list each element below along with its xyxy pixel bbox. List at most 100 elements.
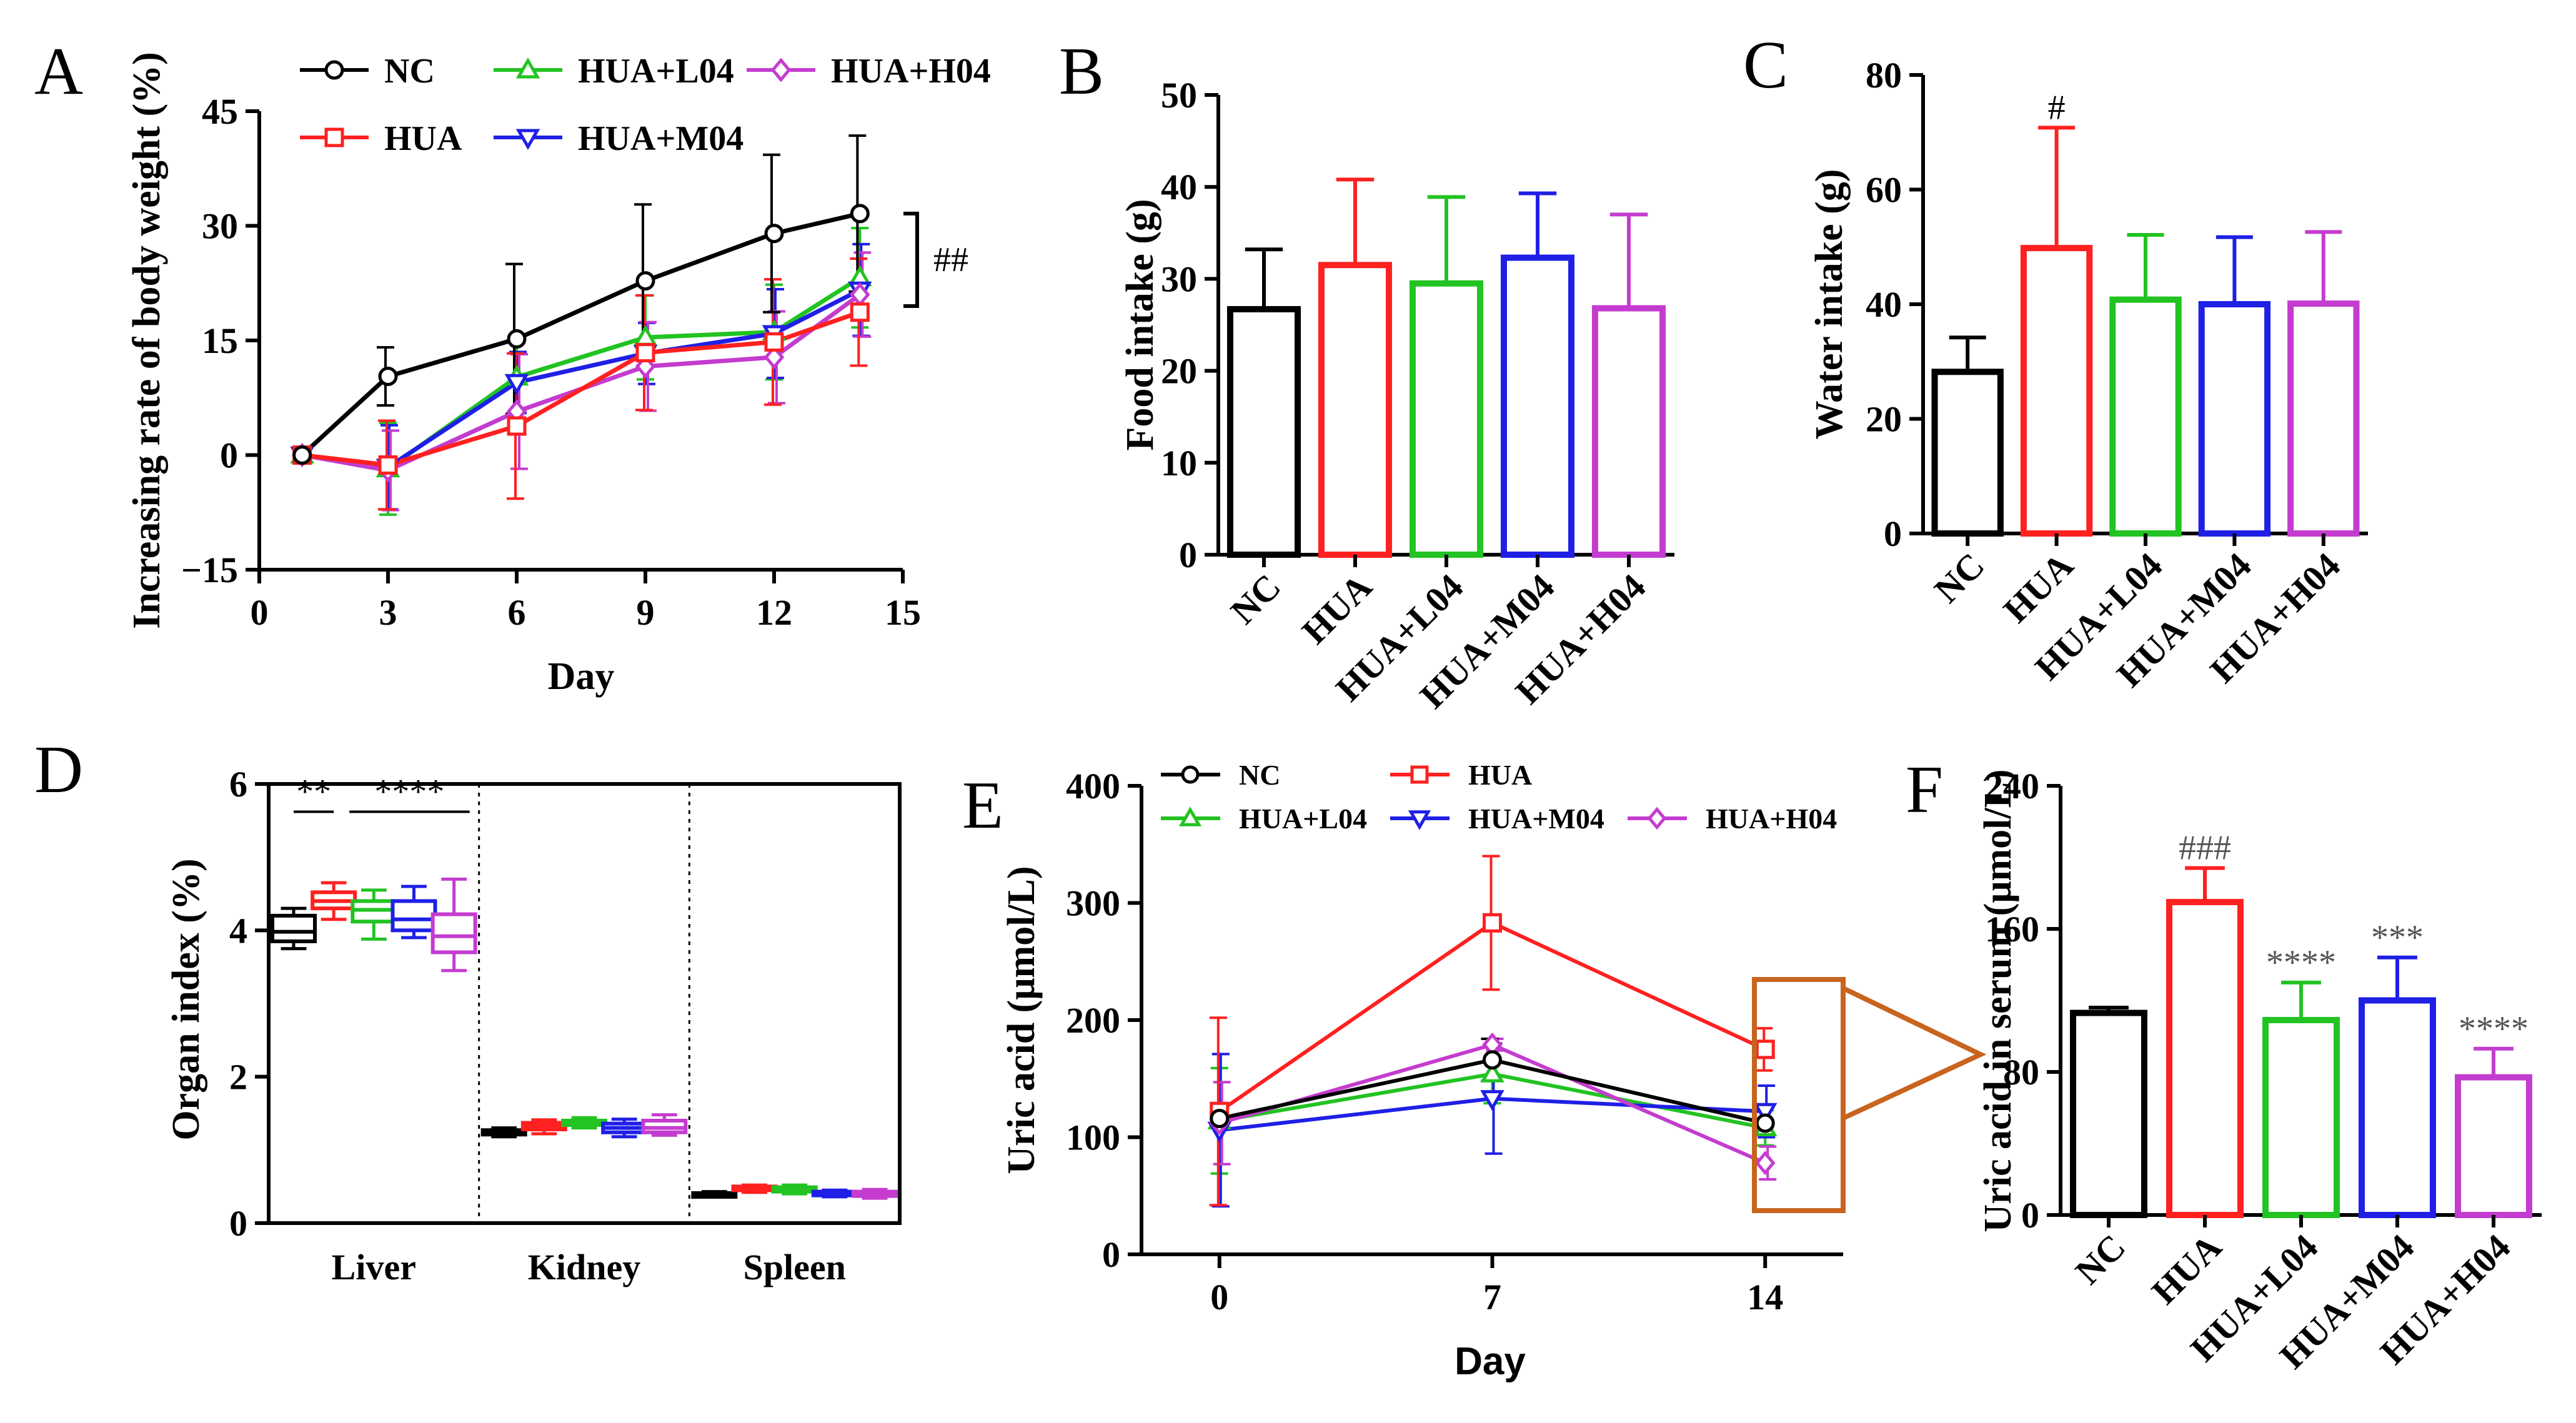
- y-axis-label: Water intake (g): [1808, 169, 1851, 440]
- legend-label: HUA+M04: [1468, 803, 1604, 835]
- callout-arrow: [1842, 986, 1987, 1121]
- bar-HUA+H04: [2287, 300, 2360, 537]
- x-tick-label: 3: [379, 592, 397, 633]
- y-tick-label: −15: [181, 550, 238, 590]
- data-point: [292, 445, 312, 465]
- y-tick-label: 0: [220, 435, 238, 476]
- legend-marker: [515, 57, 540, 79]
- legend-label: HUA+L04: [1239, 803, 1367, 835]
- significance-label: ****: [2266, 943, 2336, 982]
- bar-HUA+H04: [1591, 305, 1666, 558]
- bar-HUA+L04: [2262, 1016, 2340, 1219]
- panel-letter-e: E: [962, 768, 1003, 843]
- box-HUA+H04: [430, 912, 477, 954]
- y-tick-label: 300: [1066, 883, 1120, 924]
- data-point: [764, 332, 784, 352]
- data-point: [1483, 1050, 1502, 1070]
- y-tick-label: 20: [1866, 399, 1902, 440]
- legend-marker: [1647, 806, 1667, 830]
- y-tick-label: 0: [1179, 535, 1197, 575]
- data-point: [764, 224, 784, 244]
- data-point: [507, 329, 527, 349]
- x-category-label: Kidney: [528, 1247, 641, 1287]
- x-axis-label: Day: [1455, 1340, 1526, 1383]
- y-tick-label: 0: [2021, 1195, 2039, 1236]
- panel-letter-d: D: [34, 733, 83, 807]
- significance-label: ****: [2459, 1009, 2529, 1048]
- bar-NC: [1226, 305, 1301, 558]
- y-tick-label: 160: [1985, 909, 2039, 949]
- y-tick-label: 60: [1866, 170, 1902, 211]
- legend-label: HUA+H04: [831, 52, 991, 91]
- panel-letter-a: A: [34, 34, 83, 109]
- y-tick-label: 30: [1161, 259, 1197, 299]
- x-tick-label: 0: [1210, 1277, 1228, 1317]
- data-point: [1755, 1113, 1775, 1133]
- data-point: [850, 302, 870, 322]
- x-category-label: Liver: [332, 1247, 416, 1287]
- legend-marker: [1178, 806, 1202, 826]
- x-tick-label: 7: [1483, 1277, 1501, 1317]
- bar-HUA: [1318, 262, 1393, 558]
- panel-letter-f: F: [1906, 753, 1943, 827]
- bar-HUA+L04: [2109, 296, 2182, 537]
- y-axis-label: Uric acid in serum (μmol/L): [1977, 769, 2019, 1232]
- panel-letter-c: C: [1743, 28, 1788, 102]
- data-point: [1480, 1061, 1504, 1083]
- data-point: [507, 416, 527, 436]
- y-tick-label: 4: [229, 910, 247, 951]
- data-point: [1755, 1039, 1775, 1059]
- series-line-NC: [301, 211, 861, 457]
- x-tick-label: HUA: [2144, 1226, 2229, 1312]
- legend-label: NC: [384, 52, 435, 91]
- legend-marker: [770, 57, 792, 82]
- legend-label: HUA+H04: [1706, 803, 1837, 835]
- x-tick-label: 15: [885, 592, 921, 633]
- y-tick-label: 100: [1066, 1118, 1120, 1158]
- data-point: [504, 374, 529, 395]
- data-point: [763, 345, 785, 370]
- y-tick-label: 200: [1066, 1000, 1120, 1041]
- y-tick-label: 40: [1866, 284, 1902, 325]
- y-tick-label: 2: [229, 1057, 247, 1098]
- legend-marker: [1408, 810, 1431, 830]
- data-point: [635, 271, 655, 291]
- x-tick-label: 0: [251, 592, 269, 633]
- x-tick-label: NC: [2067, 1226, 2133, 1292]
- y-tick-label: 45: [202, 91, 238, 132]
- y-tick-label: 20: [1161, 351, 1197, 392]
- legend-marker: [515, 129, 540, 150]
- x-axis-label: Day: [548, 655, 615, 698]
- bar-NC: [2070, 1009, 2147, 1218]
- significance-label: ##: [933, 240, 968, 279]
- highlight-box: [1752, 977, 1846, 1213]
- y-tick-label: 0: [1102, 1234, 1120, 1275]
- y-tick-label: 400: [1066, 766, 1120, 806]
- legend-label: HUA+L04: [578, 52, 734, 91]
- legend-marker: [1181, 765, 1200, 784]
- bar-HUA+H04: [2455, 1074, 2532, 1219]
- y-axis-label: Organ index (%): [165, 858, 207, 1140]
- bar-HUA: [2166, 899, 2244, 1218]
- data-point: [1754, 1151, 1776, 1176]
- x-tick-label: 9: [637, 592, 655, 633]
- panel-letter-b: B: [1059, 34, 1104, 109]
- y-tick-label: 80: [1866, 55, 1902, 96]
- legend-label: NC: [1239, 759, 1280, 791]
- data-point: [378, 366, 398, 386]
- y-tick-label: 6: [229, 764, 247, 805]
- significance-label: ###: [2179, 829, 2231, 868]
- x-tick-label: 12: [756, 592, 792, 633]
- x-category-label: Spleen: [743, 1247, 845, 1287]
- significance-label: **: [296, 773, 331, 811]
- y-tick-label: 10: [1161, 443, 1197, 483]
- legend-marker: [1410, 765, 1429, 784]
- box-NC: [271, 913, 317, 943]
- legend-label: HUA+M04: [578, 119, 743, 158]
- y-tick-label: 30: [202, 206, 238, 247]
- bar-HUA+M04: [1500, 254, 1575, 558]
- data-point: [378, 455, 398, 475]
- data-point: [1210, 1109, 1230, 1128]
- legend-label: HUA: [1468, 759, 1532, 791]
